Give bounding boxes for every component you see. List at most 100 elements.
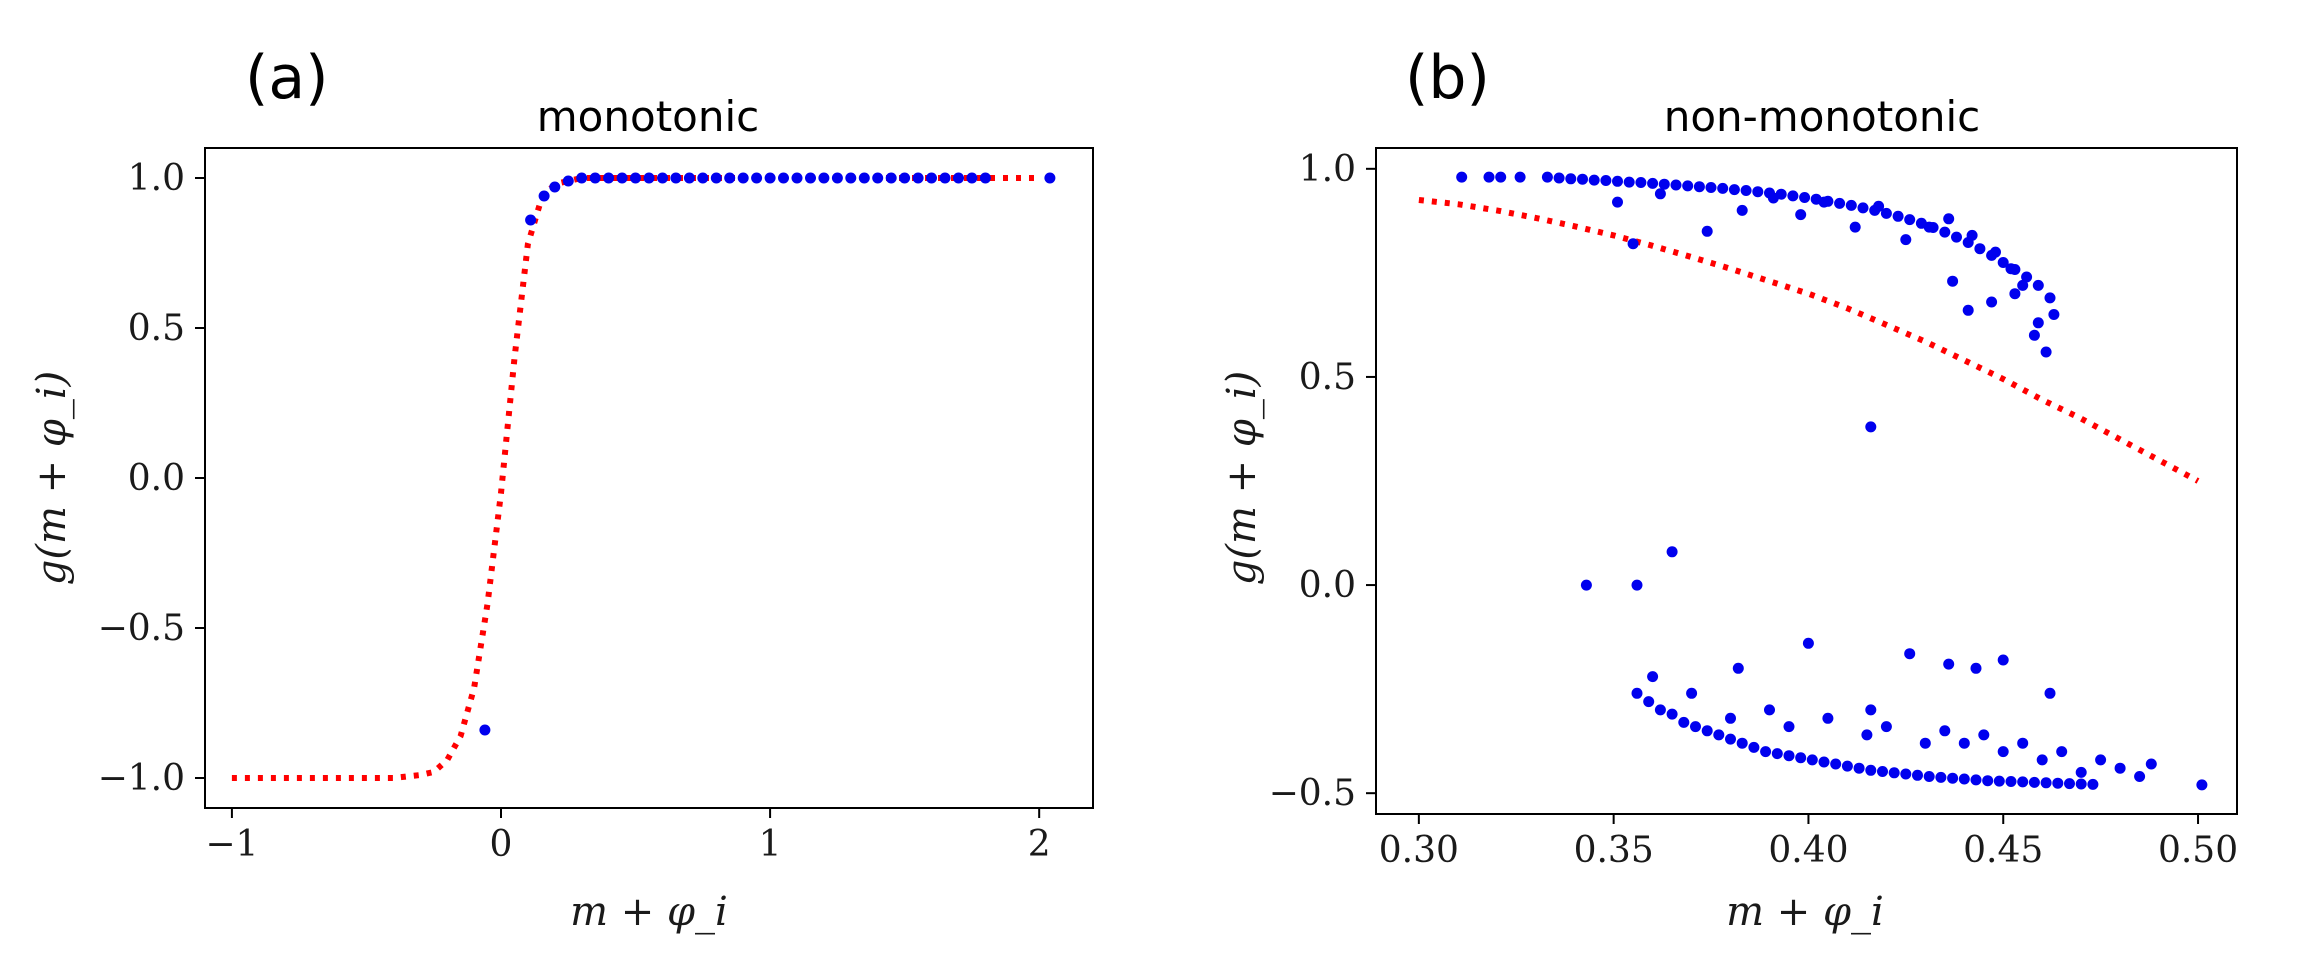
panel-b-data-point [1841, 760, 1853, 772]
panel-b-data-point [1654, 704, 1666, 716]
panel-b-data-point [2052, 777, 2064, 789]
panel-b-data-point [2028, 329, 2040, 341]
panel-b-data-point [1631, 687, 1643, 699]
panel-b-y-tick-label: 0.5 [1299, 357, 1356, 398]
panel-b-data-point [1631, 579, 1643, 591]
panel-a-data-point [657, 172, 668, 184]
panel-b-series [1418, 171, 2208, 791]
panel-a-data-point [697, 172, 709, 184]
panel-a-y-axis-label: g(m + φ_i) [29, 371, 75, 586]
panel-b-data-point [2095, 754, 2107, 766]
panel-a-data-point [845, 172, 857, 184]
panel-b-x-ticks: 0.30 0.35 0.40 0.45 0.50 [1379, 814, 2238, 871]
panel-b-data-point [1760, 746, 1772, 758]
panel-a-x-tick-label: −1 [205, 824, 258, 865]
panel-b-data-point [1857, 202, 1869, 214]
panel-b-data-point [1627, 238, 1639, 250]
panel-b-data-point [1993, 775, 2005, 787]
panel-a-y-ticks: −1.0 −0.5 0.0 0.5 1.0 [98, 158, 205, 799]
panel-b-data-point [1982, 775, 1994, 787]
panel-b-data-point [2017, 737, 2029, 749]
panel-b-x-tick-label: 0.45 [1963, 830, 2043, 871]
panel-b-data-point [1728, 184, 1740, 196]
panel-b-data-point [1705, 182, 1717, 193]
panel-b-y-tick-label: 1.0 [1299, 149, 1356, 190]
panel-b-data-point [1958, 737, 1970, 749]
panel-a-data-point [805, 172, 816, 184]
panel-a-data-point [525, 214, 537, 226]
panel-a-data-point [630, 172, 641, 184]
panel-b-data-point [1701, 725, 1713, 737]
panel-b-data-point [1654, 188, 1666, 200]
panel-b-axes-frame [1375, 147, 2238, 815]
panel-b-data-point [1588, 174, 1600, 186]
panel-b-data-point [1690, 721, 1701, 733]
panel-a-data-point [831, 172, 843, 184]
panel-a-data-point [1044, 172, 1056, 184]
panel-b-data-point [2196, 779, 2208, 791]
panel-b-data-point [1577, 173, 1588, 185]
panel-a-series [231, 172, 1056, 781]
panel-b-data-point [1935, 771, 1947, 783]
panel-a-data-point [670, 172, 682, 184]
panel-b-data-point [1958, 773, 1970, 785]
panel-b-data-point [2032, 317, 2044, 329]
panel-b-data-point [1904, 214, 1916, 226]
panel-b-data-point [1865, 421, 1877, 433]
panel-a-data-point [791, 172, 803, 184]
panel-b-data-point [1818, 196, 1830, 208]
panel-b-data-point [1732, 662, 1744, 674]
panel-a-data-point [737, 172, 749, 184]
panel-b-data-point [1822, 712, 1834, 724]
panel-b-data-point [1643, 696, 1655, 708]
panel-b-data-point [1818, 756, 1830, 768]
panel-b-data-point [2005, 776, 2017, 787]
panel-b-data-point [1565, 173, 1577, 185]
panel-a-data-point [710, 172, 722, 184]
panel-b-x-tick-label: 0.35 [1574, 830, 1654, 871]
panel-b-data-point [1541, 171, 1553, 183]
panel-a-y-tick-label: −1.0 [98, 758, 185, 799]
panel-b-data-point [1787, 190, 1799, 202]
panel-b-y-ticks: −0.5 0.0 0.5 1.0 [1269, 149, 1376, 814]
panel-b-x-axis-label: m + φ_i [1726, 889, 1884, 935]
panel-b-data-point [1612, 196, 1623, 208]
panel-a: (a) monotonic −1 0 1 2 −1.0 −0.5 0.0 0.5 1.0 m … [29, 43, 1094, 935]
panel-b-data-point [1647, 671, 1659, 683]
panel-b-data-point [1740, 185, 1752, 196]
panel-b-data-point [1514, 171, 1526, 183]
panel-b-data-point [1686, 687, 1698, 699]
panel-a-title: monotonic [537, 92, 759, 141]
panel-b-data-point [1647, 177, 1659, 189]
panel-a-x-axis-label: m + φ_i [570, 889, 728, 935]
panel-a-data-point [589, 172, 601, 184]
panel-b-data-point [1834, 197, 1846, 209]
panel-b-data-point [1713, 729, 1725, 741]
panel-a-data-point [818, 172, 830, 184]
panel-b-data-point [1752, 186, 1764, 198]
panel-a-data-point [979, 172, 991, 184]
panel-b-data-point [1865, 764, 1877, 776]
panel-b-data-point [1904, 648, 1916, 660]
panel-b-data-point [1600, 175, 1612, 186]
panel-a-data-point [562, 175, 574, 187]
panel-b-data-point [1919, 737, 1931, 749]
panel-b-data-point [1939, 725, 1951, 737]
panel-b-data-point [1970, 774, 1982, 786]
panel-a-data-point [872, 172, 884, 184]
panel-b-data-point [1830, 758, 1842, 770]
panel-b-data-point [1970, 662, 1982, 674]
panel-a-data-point [576, 172, 588, 184]
panel-b-data-point [2075, 778, 2087, 790]
panel-b-data-point [1912, 769, 1923, 781]
panel-a-y-tick-label: 0.0 [128, 458, 185, 499]
panel-b-data-point [2044, 292, 2056, 304]
panel-b-data-point [1877, 766, 1888, 777]
panel-b-data-point [2044, 687, 2056, 699]
panel-b-data-point [1873, 200, 1885, 212]
panel-b-data-point [2145, 758, 2157, 770]
panel-b-data-point [2028, 776, 2040, 788]
panel-b-data-point [1483, 171, 1495, 183]
panel-b-data-point [1900, 768, 1912, 780]
panel-a-x-ticks: −1 0 1 2 [205, 808, 1051, 865]
